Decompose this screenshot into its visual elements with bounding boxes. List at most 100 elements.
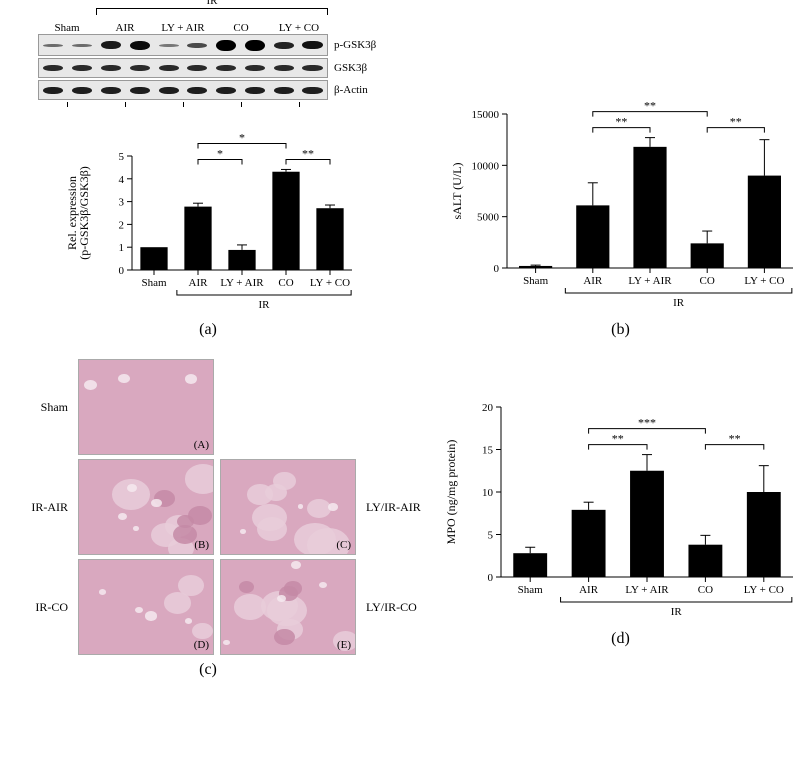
band — [39, 59, 68, 77]
svg-text:IR: IR — [673, 297, 685, 309]
svg-text:LY + AIR: LY + AIR — [220, 277, 264, 289]
subpanel-label: (A) — [194, 439, 209, 451]
svg-text:Sham: Sham — [141, 277, 167, 289]
histology-group-label: LY/IR-CO — [362, 559, 426, 655]
band — [97, 81, 126, 99]
band — [298, 59, 327, 77]
band — [269, 35, 298, 55]
band — [68, 35, 97, 55]
svg-text:0: 0 — [119, 265, 125, 277]
svg-text:LY + CO: LY + CO — [310, 277, 350, 289]
svg-text:1: 1 — [119, 242, 125, 254]
band — [97, 35, 126, 55]
band — [212, 59, 241, 77]
band — [269, 81, 298, 99]
band — [212, 35, 241, 55]
bar-chart: 05101520MPO (ng/mg protein)ShamAIRLY + A… — [441, 359, 801, 619]
histology-image: (A) — [78, 359, 214, 455]
western-row-label: p-GSK3β — [334, 39, 376, 51]
panel-label-d: (d) — [611, 630, 630, 648]
figure-grid: IR ShamAIRLY + AIRCOLY + CO p-GSK3βGSK3β… — [8, 8, 803, 679]
band — [125, 81, 154, 99]
svg-text:15: 15 — [482, 445, 494, 457]
svg-text:AIR: AIR — [579, 584, 599, 596]
chart-d-container: 05101520MPO (ng/mg protein)ShamAIRLY + A… — [441, 359, 801, 624]
bar-chart: 012345Rel. expression(p-GSK3β/GSK3β)Sham… — [58, 120, 358, 310]
significance-marker: ** — [611, 432, 623, 446]
histology-image: (E) — [220, 559, 356, 655]
ir-bracket: IR — [96, 8, 328, 14]
svg-text:LY + AIR: LY + AIR — [625, 584, 669, 596]
bar — [519, 266, 552, 268]
histology-image: (C) — [220, 459, 356, 555]
svg-text:Sham: Sham — [523, 275, 549, 287]
histology-group-label: Sham — [8, 359, 72, 455]
svg-text:3: 3 — [119, 197, 125, 209]
band — [241, 81, 270, 99]
svg-text:5000: 5000 — [477, 212, 500, 224]
western-row: GSK3β — [38, 58, 378, 78]
lane-label: CO — [212, 22, 270, 34]
significance-marker: ** — [302, 146, 314, 160]
svg-text:IR: IR — [259, 299, 271, 310]
subpanel-label: (E) — [337, 639, 351, 651]
svg-text:10000: 10000 — [471, 160, 499, 172]
panel-a: IR ShamAIRLY + AIRCOLY + CO p-GSK3βGSK3β… — [8, 8, 408, 339]
band — [97, 59, 126, 77]
svg-text:2: 2 — [119, 219, 125, 231]
gel-strip — [38, 58, 328, 78]
bar — [747, 176, 780, 268]
svg-text:LY + CO: LY + CO — [743, 584, 783, 596]
svg-text:20: 20 — [482, 402, 494, 414]
ir-label: IR — [207, 0, 218, 7]
band — [183, 59, 212, 77]
svg-text:(p-GSK3β/GSK3β): (p-GSK3β/GSK3β) — [77, 166, 91, 260]
svg-text:Sham: Sham — [517, 584, 543, 596]
bar — [571, 510, 605, 577]
panel-b: 050001000015000sALT (U/L)ShamAIRLY + AIR… — [438, 8, 803, 339]
band — [298, 35, 327, 55]
histology-group-label: IR-AIR — [8, 459, 72, 555]
histology-image: (B) — [78, 459, 214, 555]
svg-text:5: 5 — [487, 530, 493, 542]
svg-text:sALT (U/L): sALT (U/L) — [450, 162, 464, 219]
svg-text:4: 4 — [119, 174, 125, 186]
subpanel-label: (D) — [194, 639, 209, 651]
band — [125, 35, 154, 55]
histology-image: (D) — [78, 559, 214, 655]
svg-text:CO: CO — [699, 275, 714, 287]
band — [241, 59, 270, 77]
bar — [633, 147, 666, 268]
band — [183, 81, 212, 99]
western-row: p-GSK3β — [38, 34, 378, 56]
svg-text:CO: CO — [697, 584, 712, 596]
svg-text:LY + CO: LY + CO — [744, 275, 784, 287]
chart-b-container: 050001000015000sALT (U/L)ShamAIRLY + AIR… — [441, 70, 801, 315]
lane-label: LY + CO — [270, 22, 328, 34]
subpanel-label: (B) — [194, 539, 209, 551]
bar — [630, 471, 664, 577]
band — [241, 35, 270, 55]
western-row-label: β-Actin — [334, 84, 368, 96]
band — [183, 35, 212, 55]
band — [212, 81, 241, 99]
panel-label-c: (c) — [199, 661, 217, 679]
western-blot: IR ShamAIRLY + AIRCOLY + CO p-GSK3βGSK3β… — [38, 8, 378, 108]
panel-label-b: (b) — [611, 321, 630, 339]
bar — [228, 250, 255, 270]
svg-text:IR: IR — [670, 606, 682, 618]
bar — [576, 205, 609, 268]
band — [298, 81, 327, 99]
gel-strip — [38, 34, 328, 56]
chart-a-container: 012345Rel. expression(p-GSK3β/GSK3β)Sham… — [58, 120, 358, 315]
histology-group-label: IR-CO — [8, 559, 72, 655]
svg-text:AIR: AIR — [583, 275, 603, 287]
western-row: β-Actin — [38, 80, 378, 100]
panel-c: Sham(A)IR-AIR(B)(C)LY/IR-AIRIR-CO(D)(E)L… — [8, 359, 408, 679]
bar — [688, 545, 722, 577]
lane-label: AIR — [96, 22, 154, 34]
svg-text:10: 10 — [482, 487, 494, 499]
significance-marker: * — [239, 130, 245, 144]
bar — [140, 247, 167, 270]
band — [39, 35, 68, 55]
